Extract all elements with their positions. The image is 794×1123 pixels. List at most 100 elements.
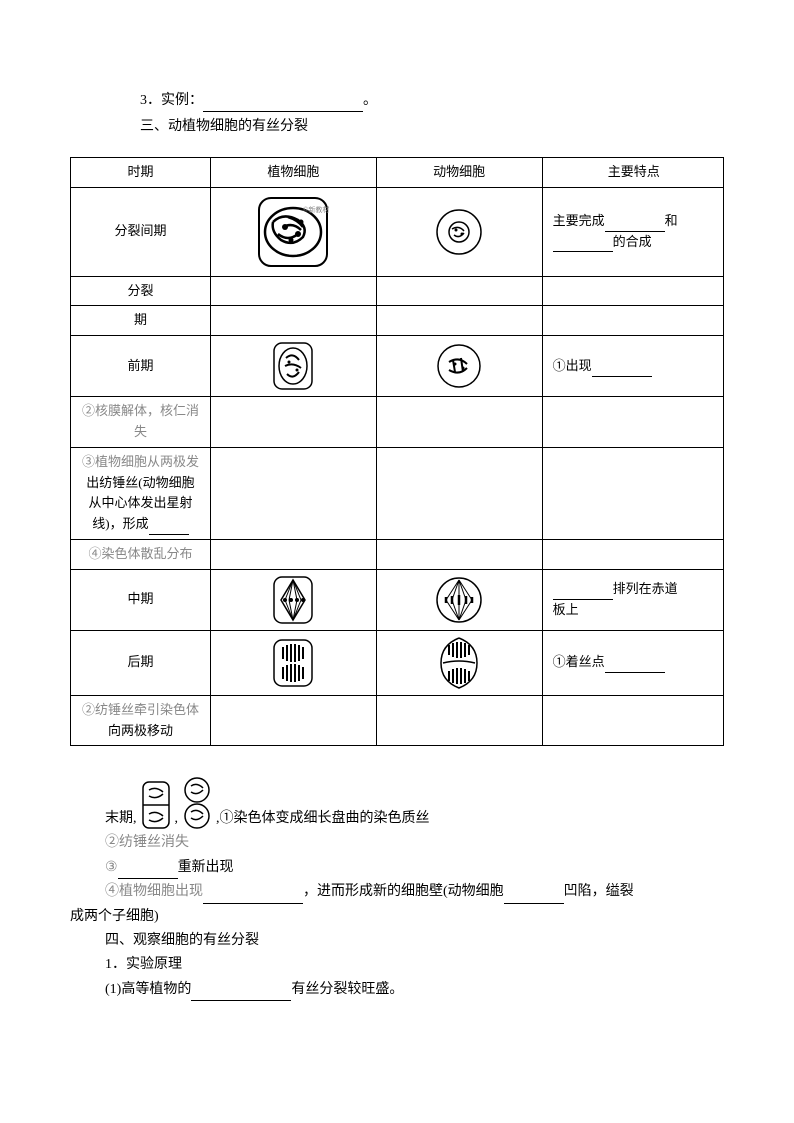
note2-row: ③植物细胞从两极发 出纺锤丝(动物细胞 从中心体发出星射 线)，形成 [71,447,724,539]
division-split-row1: 分裂 [71,276,724,306]
metaphase-row: 中期 [71,569,724,630]
header-feature: 主要特点 [542,157,723,187]
line4-suffix: 凹陷，缢裂 [564,884,634,899]
metaphase-feature-text2: 板上 [553,602,579,617]
empty-cell [210,695,376,746]
prophase-feature-text: ①出现 [553,358,592,373]
interphase-feature-mid: 和 [665,213,678,228]
interphase-plant-cell: ©新教材 [210,187,376,276]
note4-row: ②纺锤丝牵引染色体 向两极移动 [71,695,724,746]
section4-title: 四、观察细胞的有丝分裂 [105,930,724,952]
principle1-blank [191,985,291,1001]
svg-text:©新教材: ©新教材 [303,205,329,214]
telophase-line: 末期, , ,①染色体变成细长盘曲的染色质丝 [105,776,724,830]
anaphase-row: 后期 ①着丝点 [71,630,724,695]
line4: ④植物细胞出现 ，进而形成新的细胞壁(动物细胞 凹陷，缢裂 [105,881,724,903]
note2-l2: 出纺锤丝(动物细胞 [86,475,194,490]
note1: ②核膜解体，核仁消失 [71,397,211,448]
anaphase-animal-cell [376,630,542,695]
line3-blank [118,863,178,879]
interphase-blank1 [605,216,665,232]
principle1: (1)高等植物的 有丝分裂较旺盛。 [105,979,724,1001]
note4: ②纺锤丝牵引染色体 向两极移动 [71,695,211,746]
line3-prefix: ③ [105,860,118,875]
empty-cell [542,276,723,306]
note2-l1: ③植物细胞从两极发 [82,454,199,469]
example-prefix: 3．实例： [140,93,203,108]
prophase-blank [592,361,652,377]
interphase-blank2 [553,236,613,252]
metaphase-feature-text: 排列在赤道 [613,581,678,596]
empty-cell [210,276,376,306]
example-line: 3．实例： 。 [140,90,724,112]
interphase-animal-cell [376,187,542,276]
empty-cell [542,695,723,746]
line3: ③ 重新出现 [105,857,724,879]
note4-l1: ②纺锤丝牵引染色体 [82,702,199,717]
prophase-row: 前期 ①出现 [71,336,724,397]
note2-l3: 从中心体发出星射 [88,495,192,510]
empty-cell [376,695,542,746]
prophase-plant-cell [210,336,376,397]
metaphase-label: 中期 [71,569,211,630]
note3-row: ④染色体散乱分布 [71,539,724,569]
empty-cell [210,447,376,539]
empty-cell [542,397,723,448]
empty-cell [542,539,723,569]
anaphase-label: 后期 [71,630,211,695]
interphase-feature-pre: 主要完成 [553,213,605,228]
division-split-row2: 期 [71,306,724,336]
animal-prophase-icon [435,342,483,390]
line4-blank1 [203,888,303,904]
principle1-suffix: 有丝分裂较旺盛。 [291,982,403,997]
metaphase-plant-cell [210,569,376,630]
telophase-label: 末期, [105,808,137,830]
prophase-label: 前期 [71,336,211,397]
plant-interphase-icon: ©新教材 [253,192,333,272]
plant-prophase-icon [271,340,315,392]
header-plant: 植物细胞 [210,157,376,187]
empty-cell [376,306,542,336]
interphase-label: 分裂间期 [71,187,211,276]
animal-interphase-icon [434,207,484,257]
telophase-text: ,①染色体变成细长盘曲的染色质丝 [216,808,430,830]
animal-metaphase-icon [434,575,484,625]
empty-cell [542,447,723,539]
line2: ②纺锤丝消失 [105,832,724,854]
interphase-feature: 主要完成 和的合成 [542,187,723,276]
telophase-sep: , [175,808,179,830]
empty-cell [210,397,376,448]
mitosis-table: 时期 植物细胞 动物细胞 主要特点 分裂间期 ©新教材 [70,157,724,747]
line4-blank2 [504,888,564,904]
empty-cell [376,276,542,306]
example-suffix: 。 [363,93,377,108]
principle-title: 1．实验原理 [105,954,724,976]
bottom-section: 末期, , ,①染色体变成细长盘曲的染色质丝 ②纺锤丝消失 ③ 重新出现 ④植物细… [70,776,724,1001]
note3: ④染色体散乱分布 [71,539,211,569]
note2-blank [149,519,189,535]
anaphase-feature-text: ①着丝点 [553,654,605,669]
plant-metaphase-icon [271,574,315,626]
anaphase-blank [605,657,665,673]
prophase-feature: ①出现 [542,336,723,397]
empty-cell [376,539,542,569]
table-header-row: 时期 植物细胞 动物细胞 主要特点 [71,157,724,187]
empty-cell [210,306,376,336]
anaphase-plant-cell [210,630,376,695]
division-label2: 期 [71,306,211,336]
interphase-row: 分裂间期 ©新教材 主要完成 和的合成 [71,187,724,276]
note2-l4: 线)，形成 [92,516,148,531]
metaphase-feature: 排列在赤道板上 [542,569,723,630]
anaphase-feature: ①着丝点 [542,630,723,695]
line3-suffix: 重新出现 [178,860,234,875]
prophase-animal-cell [376,336,542,397]
plant-telophase-icon [141,780,171,830]
line5: 成两个子细胞) [70,906,724,928]
principle1-prefix: (1)高等植物的 [105,982,191,997]
metaphase-blank [553,584,613,600]
header-period: 时期 [71,157,211,187]
note4-l2: 向两极移动 [108,723,173,738]
line4-mid: ，进而形成新的细胞壁(动物细胞 [303,884,504,899]
line4-prefix: ④植物细胞出现 [105,884,203,899]
interphase-feature-post: 的合成 [613,234,652,249]
